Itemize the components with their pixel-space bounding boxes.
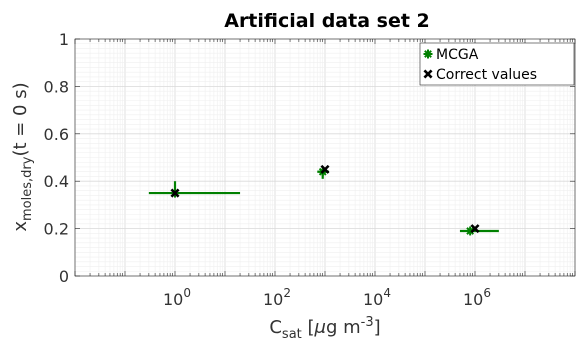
y-tick-label: 0.8 (44, 77, 69, 96)
legend-mcga-label: MCGA (436, 47, 479, 63)
x-tick-label-base: 10 (263, 290, 283, 309)
x-tick-label-exp: 4 (383, 286, 391, 300)
legend: MCGA Correct values (419, 42, 575, 86)
correct-value-point (320, 164, 330, 174)
y-label-suffix: (t = 0 s) (10, 82, 31, 156)
x-marker-stroke (423, 69, 433, 79)
x-tick-label-exp: 0 (183, 286, 191, 300)
x-marker-stroke (320, 164, 330, 174)
x-tick-label: 100 (163, 286, 191, 309)
correct-value-point (170, 188, 180, 198)
star-marker-stroke (424, 50, 432, 58)
x-label-sup: -3 (361, 315, 374, 330)
mcga-legend-star (423, 49, 433, 59)
legend-correct-label: Correct values (436, 67, 537, 83)
y-tick-label: 0.2 (44, 220, 69, 239)
legend-mcga-marker (423, 49, 433, 59)
x-label-unit-pre: [ (302, 317, 315, 338)
y-tick-label: 0 (59, 267, 69, 286)
chart-title: Artificial data set 2 (224, 10, 430, 32)
y-label-sub: moles,dry (20, 156, 35, 221)
y-tick-label: 0.4 (44, 172, 69, 191)
x-tick-label-exp: 6 (483, 286, 491, 300)
star-marker-stroke (466, 227, 475, 235)
x-label-sub: sat (282, 327, 302, 342)
legend-box (419, 42, 575, 86)
x-tick-label-exp: 2 (283, 286, 291, 300)
y-tick-label: 1 (59, 30, 69, 49)
y-tick-label: 0.6 (44, 125, 69, 144)
x-label-unit-post: ] (374, 317, 381, 338)
x-tick-label: 102 (263, 286, 291, 309)
legend-correct-marker (423, 69, 433, 79)
y-label-base: x (10, 221, 31, 232)
x-label-unit-mid: g m (326, 317, 361, 338)
x-tick-label-base: 10 (463, 290, 483, 309)
x-tick-label-base: 10 (363, 290, 383, 309)
x-label-base: C (269, 317, 282, 338)
x-label-mu: μ (314, 317, 326, 338)
y-axis-label: xmoles,dry(t = 0 s) (10, 82, 35, 231)
correct-legend-x (423, 69, 433, 79)
x-tick-label-base: 10 (163, 290, 183, 309)
x-marker-stroke (170, 188, 180, 198)
correct-value-point (470, 224, 480, 234)
x-tick-label: 106 (463, 286, 491, 309)
data-series (148, 164, 499, 236)
x-marker-stroke (470, 224, 480, 234)
x-tick-label: 104 (363, 286, 391, 309)
x-axis-label: Csat [μg m-3] (269, 315, 380, 342)
